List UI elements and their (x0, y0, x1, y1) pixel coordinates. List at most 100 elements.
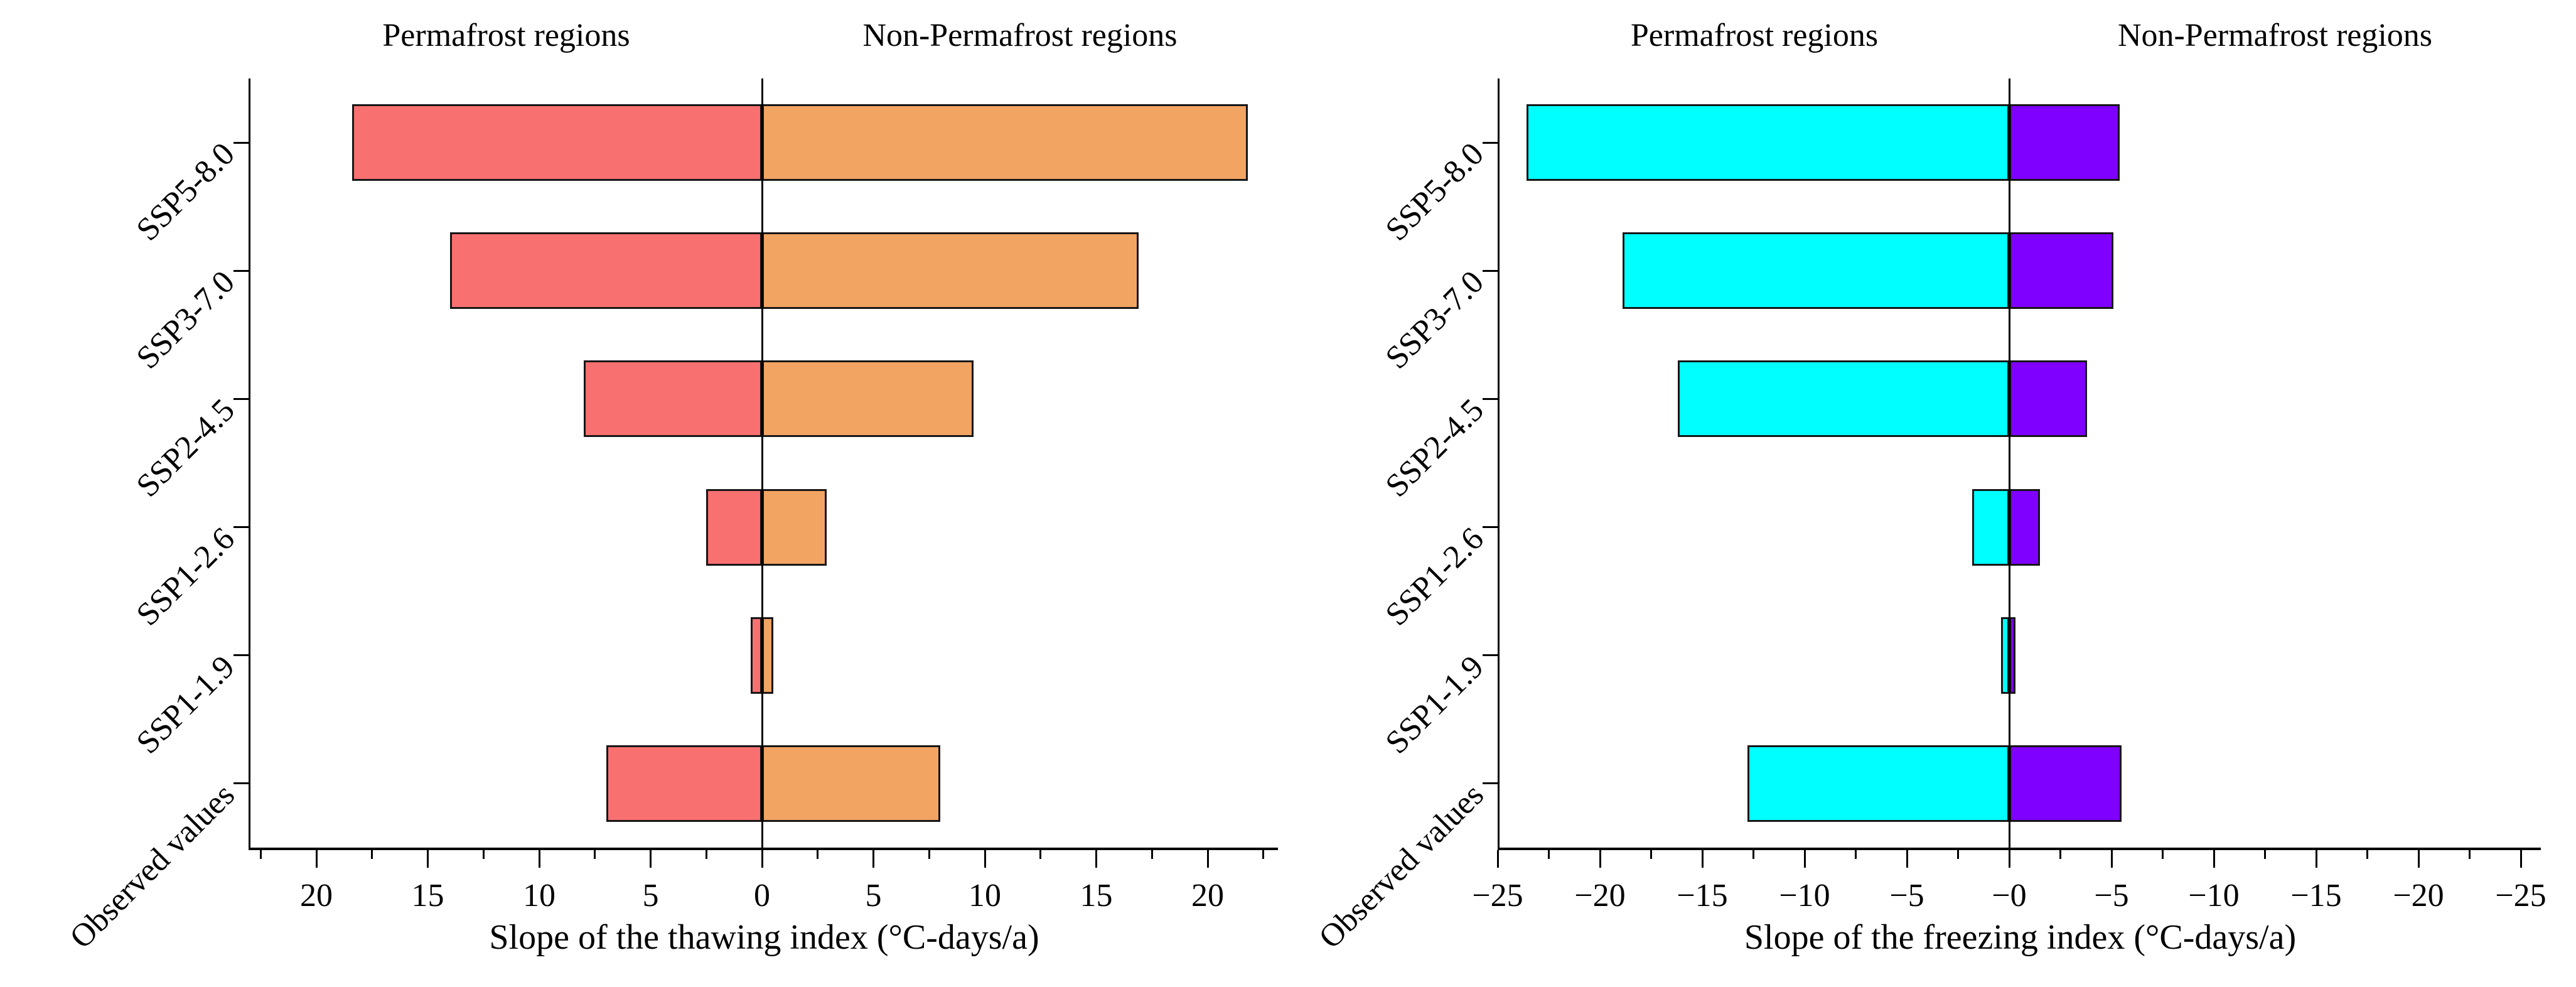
x-axis-tick-label: 10 (969, 878, 1001, 914)
freezing-plot-area: SSP5-8.0 SSP3-7.0 SSP2-4.5 SSP1-2.6 SSP1-1.9… (1312, 78, 2546, 956)
y-axis-tick (233, 141, 249, 144)
x-axis-minor-tick (817, 850, 819, 859)
freezing-x-axis-label: Slope of the freezing index (°C-days/a) (1744, 918, 2297, 957)
x-axis-minor-tick (1262, 850, 1265, 859)
x-axis-minor-tick (1957, 850, 1959, 859)
permafrost-regions-title: Permafrost regions (1630, 18, 1879, 53)
bar-non-permafrost-SSP3-7.0 (762, 232, 1139, 310)
x-axis-tick-label: −0 (1992, 878, 2027, 914)
x-axis-minor-tick (482, 850, 485, 859)
x-axis-tick-label: −5 (2094, 878, 2129, 914)
x-axis-tick-label: 10 (523, 878, 555, 914)
category-label-SSP5-8.0: SSP5-8.0 (1378, 136, 1491, 248)
x-axis-minor-tick (594, 850, 596, 859)
x-axis-tick-label: 20 (1191, 878, 1224, 914)
bar-permafrost-SSP2-4.5 (584, 360, 762, 438)
x-axis-major-tick (1803, 850, 1806, 868)
category-label-SSP1-2.6: SSP1-2.6 (129, 520, 242, 633)
y-axis-tick (233, 782, 249, 785)
bar-permafrost-SSP3-7.0 (450, 232, 762, 310)
category-label-Observed values: Observed values (1312, 777, 1491, 956)
bar-permafrost-Observed values (606, 745, 762, 822)
bar-permafrost-SSP1-1.9 (751, 617, 762, 694)
non-permafrost-regions-title: Non-Permafrost regions (2117, 18, 2433, 53)
thawing-x-axis-label: Slope of the thawing index (°C-days/a) (489, 918, 1039, 957)
category-label-SSP3-7.0: SSP3-7.0 (129, 264, 242, 376)
bar-non-permafrost-Observed values (762, 745, 940, 822)
y-axis-tick (1483, 141, 1498, 144)
x-axis-major-tick (1906, 850, 1908, 868)
x-axis-tick-label: 15 (411, 878, 444, 914)
x-axis-tick-label: −25 (2495, 878, 2546, 914)
x-axis-minor-tick (1855, 850, 1857, 859)
bar-non-permafrost-SSP5-8.0 (762, 104, 1248, 181)
x-axis-tick-label: 15 (1080, 878, 1113, 914)
x-axis-major-tick (1095, 850, 1097, 868)
bar-non-permafrost-SSP1-2.6 (762, 488, 827, 566)
x-axis-tick-label: −10 (1779, 878, 1830, 914)
x-axis-tick-label: −25 (1472, 878, 1523, 914)
thawing-index-chart: Permafrost regions Non-Permafrost region… (63, 18, 1278, 957)
x-axis-major-tick (650, 850, 652, 868)
x-axis-tick-label: −15 (2290, 878, 2342, 914)
x-axis-tick-label: 20 (300, 878, 333, 914)
x-axis-minor-tick (1650, 850, 1652, 859)
x-axis-tick-label: −10 (2188, 878, 2240, 914)
x-axis-major-tick (2008, 850, 2010, 868)
y-axis-tick (1483, 397, 1498, 400)
x-axis-major-tick (984, 850, 986, 868)
bar-non-permafrost-SSP2-4.5 (2009, 360, 2087, 438)
freezing-index-chart: Permafrost regions Non-Permafrost region… (1288, 0, 2576, 987)
y-axis-tick (233, 654, 249, 657)
x-axis-minor-tick (259, 850, 262, 859)
x-axis-major-tick (2315, 850, 2317, 868)
x-axis-minor-tick (705, 850, 707, 859)
x-axis-major-tick (1496, 850, 1499, 868)
bar-non-permafrost-SSP2-4.5 (762, 360, 974, 438)
y-axis-tick (1483, 526, 1498, 529)
x-axis-minor-tick (1548, 850, 1550, 859)
y-axis-tick (1483, 269, 1498, 272)
non-permafrost-regions-title: Non-Permafrost regions (862, 18, 1178, 53)
y-axis-tick (233, 397, 249, 400)
bar-permafrost-SSP2-4.5 (1677, 360, 2009, 438)
zero-reference-line (761, 78, 763, 848)
y-axis-tick (1483, 654, 1498, 657)
x-axis-major-tick (761, 850, 763, 868)
x-axis-minor-tick (2469, 850, 2471, 859)
category-label-SSP2-4.5: SSP2-4.5 (1378, 392, 1491, 505)
x-axis-minor-tick (2059, 850, 2061, 859)
category-label-SSP3-7.0: SSP3-7.0 (1378, 264, 1491, 376)
x-axis-minor-tick (2264, 850, 2266, 859)
bar-non-permafrost-Observed values (2009, 745, 2122, 822)
x-axis-major-tick (1599, 850, 1601, 868)
x-axis-tick-label: −20 (2393, 878, 2444, 914)
bar-permafrost-SSP5-8.0 (1526, 104, 2009, 181)
x-axis-major-tick (538, 850, 540, 868)
bar-permafrost-SSP1-1.9 (2000, 617, 2009, 694)
x-axis-major-tick (2520, 850, 2522, 868)
zero-reference-line (2008, 78, 2010, 848)
x-axis-tick-label: −20 (1574, 878, 1626, 914)
y-axis-tick (1483, 782, 1498, 785)
bar-non-permafrost-SSP1-1.9 (762, 617, 773, 694)
y-axis-tick (233, 269, 249, 272)
x-axis-major-tick (315, 850, 318, 868)
x-axis-major-tick (1206, 850, 1209, 868)
x-axis-minor-tick (1039, 850, 1042, 859)
bar-permafrost-Observed values (1747, 745, 2009, 822)
bar-non-permafrost-SSP5-8.0 (2009, 104, 2120, 181)
category-label-SSP2-4.5: SSP2-4.5 (129, 392, 242, 505)
x-axis-tick-label: 0 (754, 878, 770, 914)
bar-permafrost-SSP5-8.0 (352, 104, 762, 181)
x-axis-tick-label: 5 (642, 878, 659, 914)
x-axis-major-tick (2417, 850, 2420, 868)
x-axis-minor-tick (928, 850, 930, 859)
x-axis-minor-tick (1151, 850, 1153, 859)
x-axis-major-tick (1701, 850, 1704, 868)
bar-permafrost-SSP1-2.6 (1972, 488, 2009, 566)
x-axis-major-tick (427, 850, 429, 868)
x-axis-major-tick (2213, 850, 2215, 868)
x-axis-tick-label: −15 (1677, 878, 1728, 914)
